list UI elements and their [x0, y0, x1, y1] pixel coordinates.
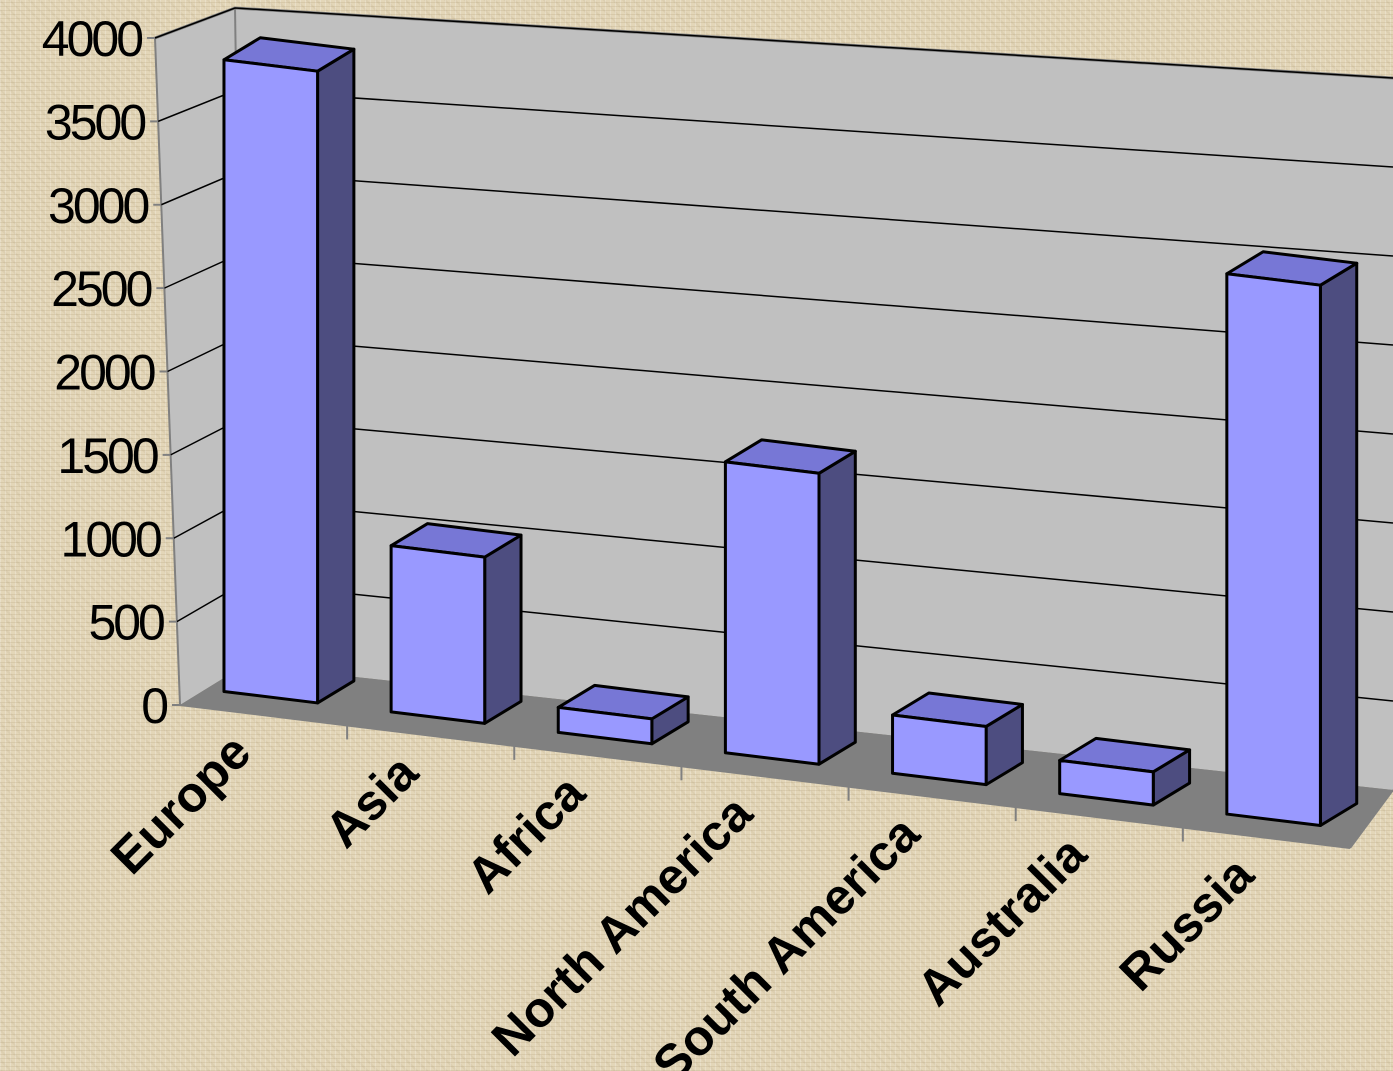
gridline [154, 7, 1393, 79]
bar-side [316, 47, 356, 705]
x-tick-label: Asia [314, 743, 429, 858]
back-wall [235, 8, 1393, 790]
bar-side [1318, 261, 1359, 828]
bar [1058, 736, 1192, 807]
y-tick-label: 4000 [42, 11, 142, 67]
x-tick-label: Africa [456, 763, 597, 904]
x-tick-label: Europe [100, 723, 261, 884]
bar-front [389, 544, 487, 725]
bar [723, 438, 857, 766]
bar-front [723, 460, 821, 766]
x-tick-label: Australia [906, 825, 1098, 1017]
y-tick-label: 2500 [51, 261, 151, 317]
y-tick-label: 1000 [61, 511, 161, 567]
bar-front [556, 705, 654, 746]
bar-front [222, 58, 320, 705]
x-axis-line [179, 704, 1351, 849]
y-tick-label: 3000 [48, 178, 148, 234]
y-tick-label: 2000 [54, 345, 154, 401]
bar [389, 522, 523, 725]
bar-side [817, 449, 857, 766]
bar [556, 683, 690, 746]
bar [1225, 250, 1359, 828]
floor-right-edge [1349, 789, 1393, 849]
bar-front [891, 713, 988, 787]
bar-front [1058, 758, 1155, 807]
x-tick-label: Russia [1109, 845, 1265, 1001]
bar [891, 691, 1024, 787]
y-tick-label: 0 [141, 678, 167, 734]
y-tick-label: 1500 [57, 428, 157, 484]
bar-side [483, 533, 523, 725]
y-axis: 0 500 1000 1500 2000 2500 3000 3500 4000 [42, 11, 180, 734]
y-tick-label: 500 [88, 595, 164, 651]
y-tick-label: 3500 [45, 94, 145, 150]
bar [222, 36, 356, 705]
bars [222, 36, 1359, 828]
bar-front [1225, 272, 1322, 828]
